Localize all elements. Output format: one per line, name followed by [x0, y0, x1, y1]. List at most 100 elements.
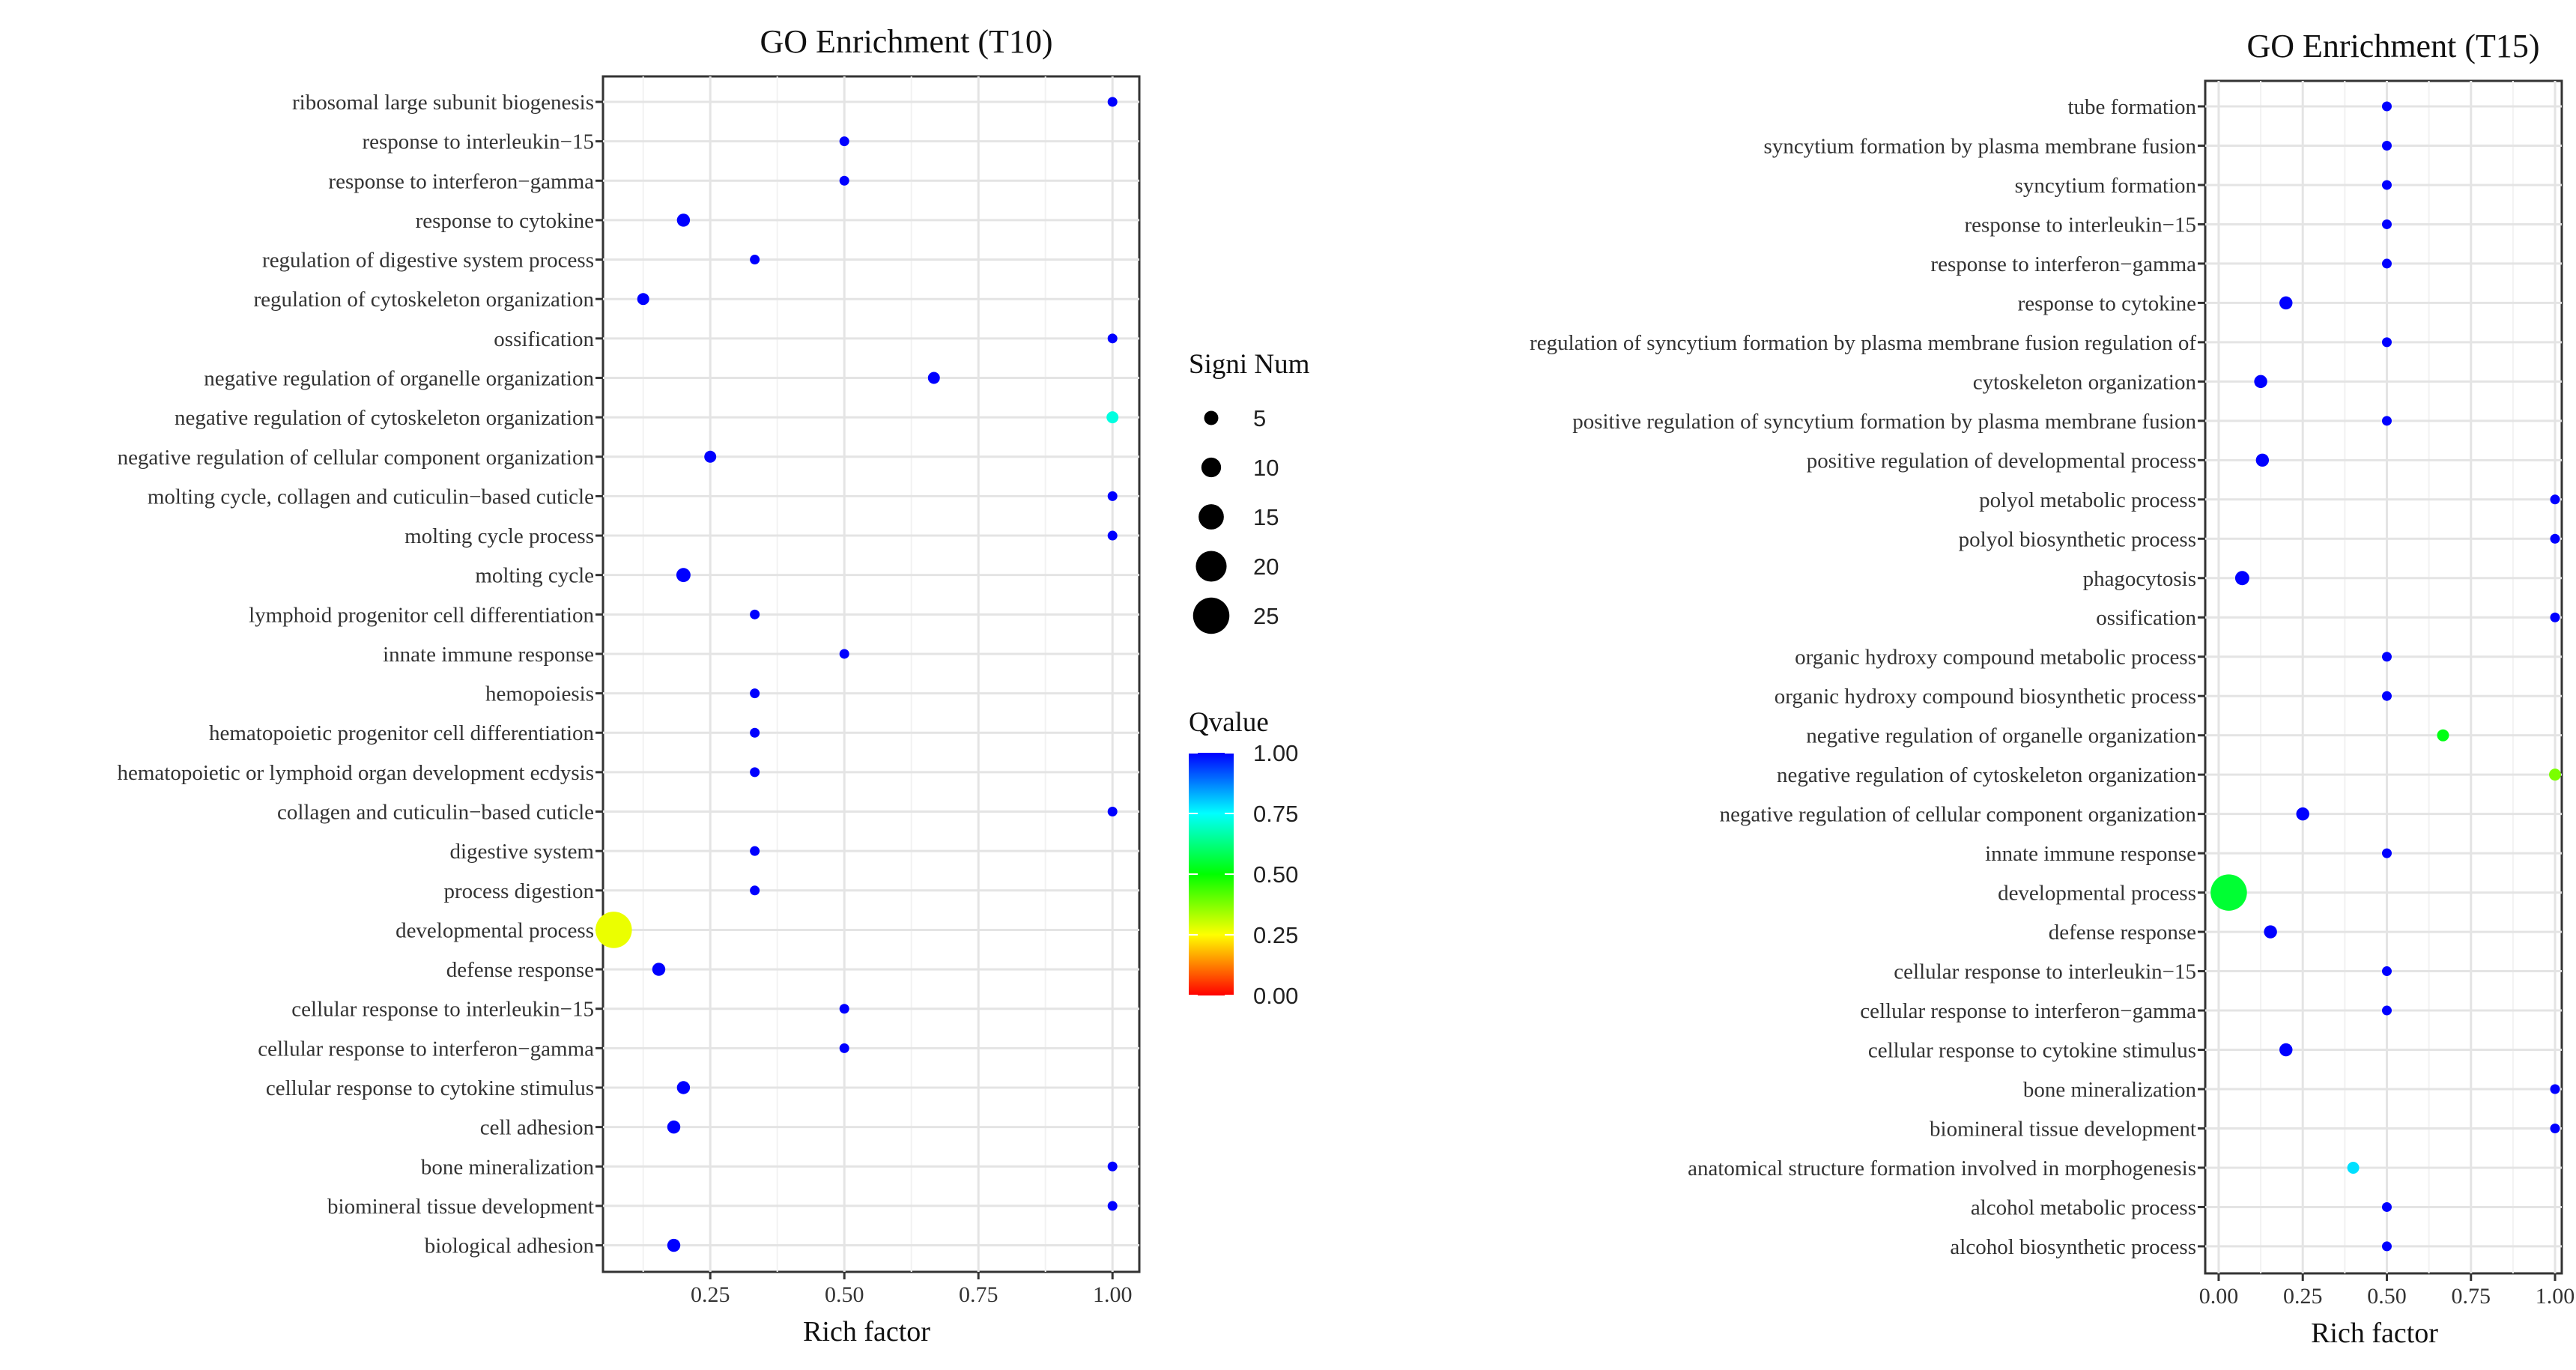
go-term-label: biomineral tissue development [327, 1195, 594, 1219]
size-legend-label: 10 [1253, 455, 1279, 481]
size-legend-dot [1201, 457, 1222, 478]
go-term-label: ribosomal large subunit biogenesis [292, 91, 594, 115]
chart-title-t10: GO Enrichment (T10) [760, 23, 1053, 60]
size-legend-dot [1195, 551, 1227, 582]
go-term-label: collagen and cuticulin−based cuticle [277, 801, 594, 825]
enrichment-point [2550, 1123, 2560, 1133]
go-term-label: negative regulation of cytoskeleton orga… [1777, 763, 2196, 787]
enrichment-point [750, 727, 760, 738]
go-term-label: biomineral tissue development [1930, 1117, 2196, 1141]
size-legend-dot [1198, 504, 1224, 530]
enrichment-point [667, 1238, 681, 1252]
go-term-label: response to interleukin−15 [1964, 213, 2196, 237]
enrichment-point [750, 255, 760, 265]
go-term-label: positive regulation of developmental pro… [1807, 449, 2196, 473]
go-term-label: polyol biosynthetic process [1959, 527, 2196, 551]
go-term-label: negative regulation of organelle organiz… [204, 366, 594, 390]
enrichment-point [2381, 416, 2392, 426]
enrichment-point [637, 293, 649, 306]
x-tick-label: 0.25 [2283, 1284, 2323, 1309]
x-axis-title-t15: Rich factor [2311, 1318, 2438, 1349]
enrichment-point [2550, 612, 2560, 622]
go-term-label: cellular response to cytokine stimulus [266, 1076, 594, 1100]
size-legend: 5 10 15 20 25 [1192, 405, 1279, 634]
colorbar-label: 1.00 [1253, 740, 1298, 766]
enrichment-point [2347, 1161, 2360, 1174]
go-term-label: negative regulation of cellular componen… [118, 446, 595, 470]
x-tick-label: 0.25 [691, 1282, 730, 1307]
go-term-label: syncytium formation by plasma membrane f… [1764, 134, 2197, 158]
go-term-label: response to interleukin−15 [362, 130, 594, 154]
size-legend-label: 20 [1253, 554, 1279, 580]
legend: Signi Num 5 10 15 20 25 Qvalue 1.00 0.75 0.50 0… [1189, 349, 1310, 1009]
enrichment-point [676, 213, 691, 227]
enrichment-point [839, 649, 849, 659]
enrichment-point [2296, 807, 2309, 821]
enrichment-point [652, 963, 666, 976]
go-term-label: syncytium formation [2015, 174, 2197, 198]
chart-title-t15: GO Enrichment (T15) [2247, 28, 2540, 64]
enrichment-point [839, 136, 849, 147]
go-term-label: defense response [446, 958, 594, 982]
enrichment-point [2550, 533, 2560, 544]
go-enrichment-t15-chart: GO Enrichment (T15) tube formation syncyt… [1530, 28, 2575, 1349]
enrichment-point [2381, 1201, 2392, 1212]
enrichment-point [839, 175, 849, 186]
enrichment-point [595, 912, 632, 948]
enrichment-point [2254, 375, 2267, 389]
enrichment-point [1107, 1161, 1118, 1172]
x-tick-label: 0.50 [825, 1282, 864, 1307]
go-term-label: developmental process [396, 918, 594, 942]
go-term-label: molting cycle, collagen and cuticulin−ba… [148, 485, 594, 509]
go-term-label: defense response [2049, 921, 2196, 945]
enrichment-point [2381, 258, 2392, 269]
enrichment-point [2381, 1005, 2392, 1016]
enrichment-point [2381, 337, 2392, 348]
go-term-label: phagocytosis [2083, 567, 2196, 591]
color-legend-ticks: 1.00 0.75 0.50 0.25 0.00 [1189, 740, 1298, 1009]
enrichment-point [704, 450, 717, 463]
enrichment-point [2264, 925, 2277, 939]
enrichment-point [2279, 296, 2293, 310]
go-term-label: hematopoietic or lymphoid organ developm… [117, 761, 594, 785]
enrichment-point [2550, 494, 2560, 505]
go-term-label: process digestion [443, 879, 594, 903]
enrichment-point [750, 688, 760, 699]
go-term-label: lymphoid progenitor cell differentiation [249, 603, 594, 627]
colorbar-label: 0.50 [1253, 861, 1298, 888]
go-term-label: regulation of syncytium formation by pla… [1530, 331, 2196, 355]
enrichment-point [2255, 453, 2270, 467]
enrichment-point [2381, 101, 2392, 112]
enrichment-point [839, 1004, 849, 1014]
plot-panel-t10 [601, 75, 1141, 1273]
enrichment-point [2381, 691, 2392, 701]
enrichment-point [2234, 571, 2249, 586]
x-tick-label: 1.00 [1093, 1282, 1133, 1307]
enrichment-point [750, 885, 760, 896]
go-enrichment-t10-chart: GO Enrichment (T10) ribosomal large subu… [117, 23, 1141, 1348]
go-term-label: ossification [494, 327, 594, 351]
go-term-label: cellular response to cytokine stimulus [1868, 1039, 2196, 1063]
enrichment-point [2381, 180, 2392, 190]
enrichment-point [676, 568, 691, 583]
color-legend-title: Qvalue [1189, 707, 1269, 738]
enrichment-point [2550, 1084, 2560, 1094]
enrichment-point [2279, 1043, 2293, 1057]
enrichment-point [839, 1043, 849, 1053]
go-term-label: bone mineralization [2023, 1078, 2197, 1102]
enrichment-point [676, 1081, 691, 1094]
go-term-label: cellular response to interferon−gamma [1860, 999, 2196, 1023]
go-term-label: molting cycle process [404, 524, 594, 548]
go-term-label: response to interferon−gamma [328, 169, 594, 193]
colorbar-label: 0.25 [1253, 922, 1298, 948]
enrichment-point [2381, 966, 2392, 977]
enrichment-point [2381, 140, 2392, 151]
colorbar-label: 0.00 [1253, 983, 1298, 1009]
x-tick-label: 0.50 [2367, 1284, 2407, 1309]
go-term-label: digestive system [449, 840, 594, 864]
enrichment-point [1107, 807, 1118, 817]
go-term-label: ossification [2096, 606, 2196, 630]
go-term-label: hemopoiesis [485, 682, 594, 706]
go-term-label: innate immune response [383, 643, 594, 667]
